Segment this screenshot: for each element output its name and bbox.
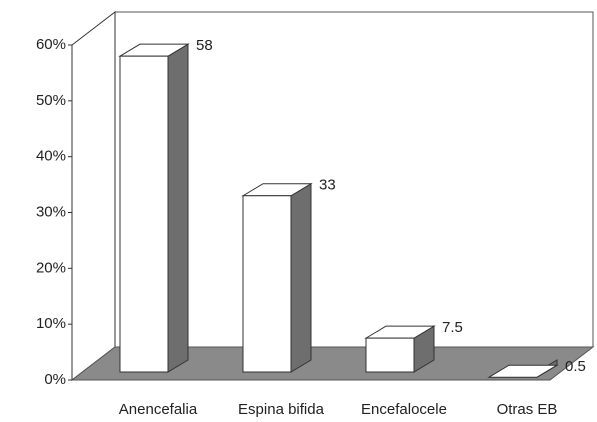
data-label: 58 <box>196 37 213 54</box>
y-tick-label: 50% <box>36 92 66 109</box>
y-tick-label: 40% <box>36 148 66 165</box>
data-label: 7.5 <box>442 319 463 336</box>
floor <box>70 346 595 381</box>
data-label: 33 <box>319 177 336 194</box>
y-tick-label: 10% <box>36 315 66 332</box>
bar-side <box>290 182 312 373</box>
bar <box>119 55 169 373</box>
bar-side <box>167 43 189 373</box>
x-tick-label: Encefalocele <box>361 401 447 418</box>
y-tick-label: 30% <box>36 203 66 220</box>
x-tick-label: Espina bifida <box>238 401 325 418</box>
bar-top <box>487 364 559 378</box>
data-label: 0.5 <box>565 358 586 375</box>
bar <box>242 195 292 373</box>
x-tick-label: Otras EB <box>497 401 558 418</box>
y-tick-label: 60% <box>36 36 66 53</box>
y-tick-label: 0% <box>44 371 66 388</box>
bar <box>365 337 415 373</box>
y-tick-label: 20% <box>36 259 66 276</box>
x-tick-label: Anencefalia <box>119 401 198 418</box>
side-wall <box>71 10 116 382</box>
